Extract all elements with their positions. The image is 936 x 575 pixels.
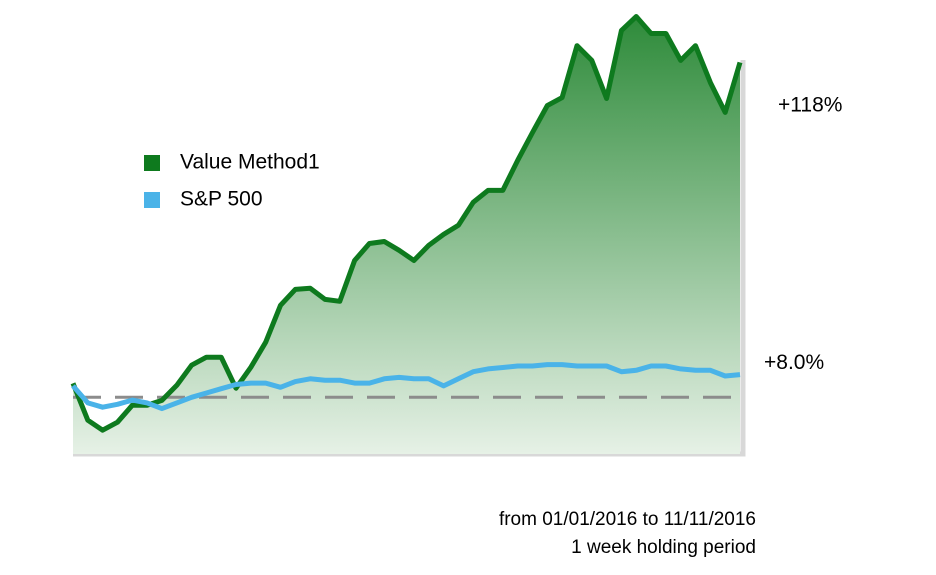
legend-label: Value Method1 <box>180 151 320 174</box>
footnote: from 01/01/2016 to 11/11/2016 <box>499 509 756 530</box>
legend-swatch <box>144 155 160 171</box>
legend-swatch <box>144 192 160 208</box>
series-line <box>71 362 741 412</box>
area <box>73 16 740 454</box>
end-label: +118% <box>778 94 842 117</box>
footnote: 1 week holding period <box>571 537 756 558</box>
end-label: +8.0% <box>764 351 824 374</box>
legend-label: S&P 500 <box>180 188 263 211</box>
series-line <box>70 14 743 433</box>
